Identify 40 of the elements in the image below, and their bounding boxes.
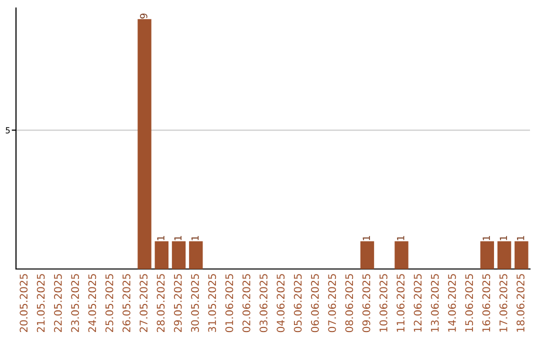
x-tick-label: 07.06.2025 — [328, 274, 336, 332]
x-tick-label: 16.06.2025 — [482, 274, 490, 332]
x-tick-label: 18.06.2025 — [516, 274, 524, 332]
x-tick-label: 21.05.2025 — [36, 274, 45, 332]
x-tick-label: 28.05.2025 — [156, 274, 165, 332]
data-label: 1 — [362, 236, 370, 240]
x-tick-label: 27.05.2025 — [140, 274, 148, 332]
data-label: 1 — [500, 236, 507, 240]
x-tick-label: 30.05.2025 — [191, 274, 199, 332]
data-label: 1 — [191, 236, 199, 240]
y-tick-label: 5 — [6, 127, 10, 134]
x-tick-label: 01.06.2025 — [225, 274, 234, 332]
data-label: 9 — [140, 14, 148, 18]
x-tick-label: 14.06.2025 — [448, 274, 456, 332]
data-label: 1 — [397, 236, 404, 240]
x-tick-label: 08.06.2025 — [345, 274, 354, 332]
x-tick-label: 26.05.2025 — [122, 274, 130, 332]
x-tick-label: 02.06.2025 — [242, 274, 250, 332]
x-tick-label: 22.05.2025 — [54, 274, 62, 332]
x-tick-label: 09.06.2025 — [362, 274, 370, 332]
x-tick-label: 24.05.2025 — [88, 274, 96, 332]
x-tick-label: 15.06.2025 — [465, 274, 474, 332]
x-tick-label: 17.06.2025 — [499, 274, 508, 332]
x-tick-label: 04.06.2025 — [276, 274, 285, 332]
data-label: 1 — [482, 236, 490, 240]
x-tick-label: 23.05.2025 — [71, 274, 79, 332]
x-tick-label: 10.06.2025 — [380, 274, 388, 332]
x-tick-label: 13.06.2025 — [430, 274, 439, 332]
x-tick-label: 12.06.2025 — [414, 274, 422, 332]
x-tick-label: 06.06.2025 — [310, 274, 319, 332]
data-label: 1 — [157, 236, 164, 240]
x-tick-label: 31.05.2025 — [208, 274, 216, 332]
data-label: 1 — [174, 236, 182, 240]
x-tick-label: 03.06.2025 — [260, 274, 268, 332]
x-tick-label: 25.05.2025 — [105, 274, 114, 332]
x-tick-label: 05.06.2025 — [294, 274, 302, 332]
x-tick-label: 11.06.2025 — [396, 274, 405, 332]
x-tick-label: 20.05.2025 — [20, 274, 28, 332]
data-label: 1 — [517, 236, 524, 240]
x-tick-label: 29.05.2025 — [174, 274, 182, 332]
